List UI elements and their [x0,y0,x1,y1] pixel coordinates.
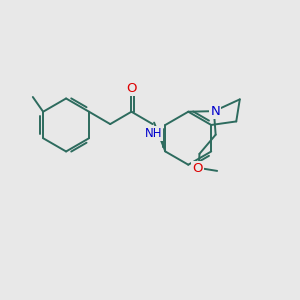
Text: NH: NH [145,127,162,140]
Text: O: O [192,162,203,175]
Text: O: O [126,82,137,95]
Text: N: N [211,105,220,118]
